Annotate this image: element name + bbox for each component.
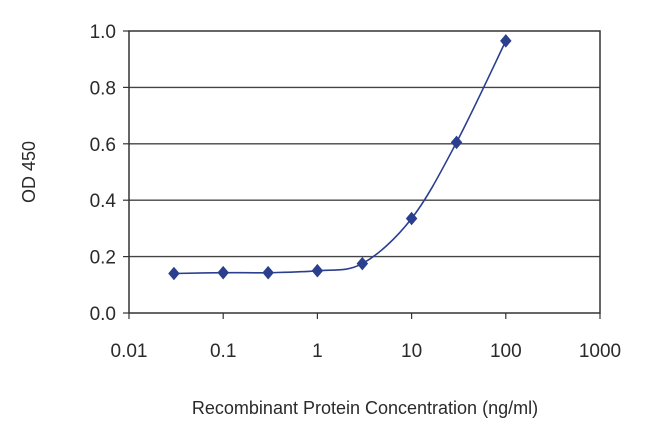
y-tick-label: 0.0	[90, 304, 116, 325]
y-axis-title: OD 450	[19, 141, 39, 203]
y-tick-label: 0.8	[90, 78, 116, 99]
x-tick-label: 0.01	[111, 341, 148, 362]
y-tick-label: 0.6	[90, 135, 116, 156]
x-axis: 0.01 0.1 1 10 100 1000	[111, 313, 621, 362]
data-point	[450, 135, 463, 150]
x-tick-label: 100	[490, 341, 522, 362]
data-point	[500, 34, 512, 48]
x-tick-label: 10	[401, 341, 422, 362]
x-axis-title: Recombinant Protein Concentration (ng/ml…	[192, 398, 538, 418]
data-point	[311, 263, 324, 278]
data-points	[168, 34, 512, 281]
data-point	[405, 211, 418, 226]
y-tick-label: 1.0	[90, 22, 116, 43]
grid-lines	[129, 86, 600, 258]
y-tick-label: 0.4	[90, 191, 117, 212]
data-point	[217, 265, 229, 280]
y-axis: 0.0 0.2 0.4 0.6 0.8 1.0	[90, 22, 129, 325]
x-tick-label: 1	[312, 341, 323, 362]
series-line	[173, 40, 507, 275]
x-tick-label: 0.1	[210, 341, 236, 362]
plot-area	[128, 30, 601, 314]
y-tick-label: 0.2	[90, 248, 116, 269]
data-point	[262, 265, 274, 280]
data-point	[168, 266, 180, 281]
data-point	[356, 256, 369, 271]
x-tick-label: 1000	[579, 341, 621, 362]
